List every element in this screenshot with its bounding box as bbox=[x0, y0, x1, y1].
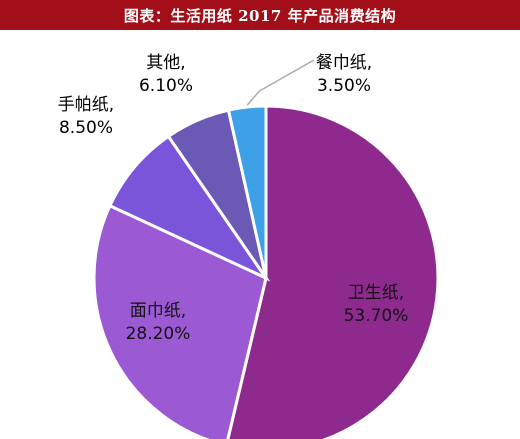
pie-slice-napkin bbox=[226, 104, 268, 279]
chart-title: 图表：生活用纸 2017 年产品消费结构 bbox=[123, 6, 397, 25]
data-label-handkerchief-tissue: 手帕纸, 8.50% bbox=[58, 95, 114, 138]
pie-chart: 卫生纸, 53.70% 面巾纸, 28.20% 手帕纸, 8.50% 其他, 6.10% 餐巾纸… bbox=[58, 53, 440, 439]
data-label-facial-tissue: 面巾纸, 28.20% bbox=[126, 301, 191, 344]
data-label-toilet-paper: 卫生纸, 53.70% bbox=[344, 283, 409, 326]
pie-slice-toilet-paper bbox=[226, 104, 440, 439]
pie-slice-facial-tissue bbox=[92, 203, 268, 439]
chart-area: 卫生纸, 53.70% 面巾纸, 28.20% 手帕纸, 8.50% 其他, 6.10% 餐巾纸… bbox=[0, 30, 520, 439]
pie-slice-handkerchief-tissue bbox=[107, 134, 271, 282]
data-label-napkin: 餐巾纸, 3.50% bbox=[316, 53, 372, 96]
leader-line-napkin bbox=[246, 59, 315, 106]
title-bar: 图表：生活用纸 2017 年产品消费结构 bbox=[0, 0, 520, 30]
data-label-other: 其他, 6.10% bbox=[139, 53, 193, 96]
